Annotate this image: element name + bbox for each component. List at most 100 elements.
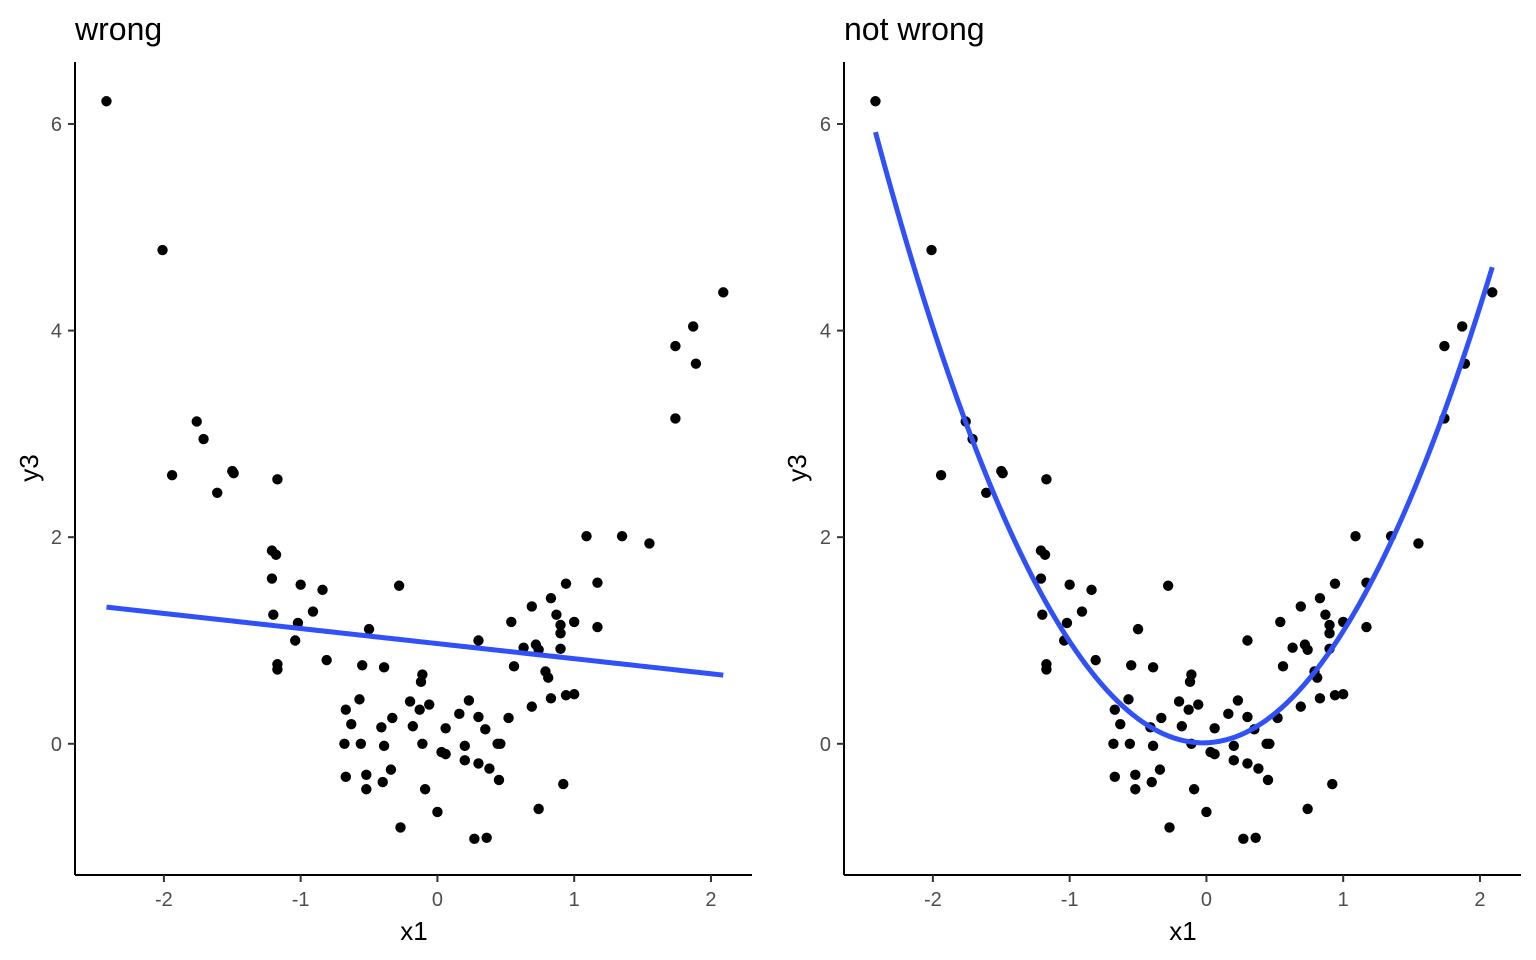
data-point — [1329, 578, 1341, 589]
data-point — [1242, 711, 1253, 723]
data-point — [407, 721, 419, 732]
data-point — [1108, 738, 1119, 750]
data-point — [1413, 538, 1424, 549]
x-axis-title: x1 — [400, 916, 427, 946]
data-point — [1324, 619, 1335, 631]
data-point — [432, 806, 443, 818]
data-point — [355, 738, 367, 750]
data-point — [1130, 784, 1141, 795]
x-tick-label: 2 — [1474, 889, 1485, 911]
data-point — [1228, 755, 1239, 766]
data-point — [1209, 748, 1220, 760]
data-point — [340, 704, 351, 715]
data-point — [644, 538, 655, 549]
data-point — [376, 722, 387, 733]
y-tick-label: 4 — [820, 321, 831, 343]
data-point — [997, 467, 1008, 479]
data-point — [545, 592, 557, 604]
data-point — [1295, 701, 1307, 712]
data-point — [1324, 628, 1335, 639]
data-point — [1186, 669, 1197, 680]
data-point — [1183, 704, 1194, 715]
data-point — [1123, 694, 1134, 705]
panel-not-wrong: not wrong x1 y3 -2 -1 0 1 2 0 2 4 6 — [782, 11, 1521, 946]
data-point — [1232, 695, 1244, 706]
data-point — [1238, 833, 1249, 845]
data-point — [378, 662, 390, 673]
data-point — [484, 763, 495, 774]
data-point — [414, 704, 425, 715]
data-point — [191, 416, 202, 427]
data-point — [560, 578, 572, 589]
data-point — [1130, 769, 1141, 780]
data-point — [503, 712, 514, 724]
data-point — [459, 755, 470, 766]
data-point — [1154, 764, 1166, 775]
data-point — [687, 321, 699, 332]
x-tick-label: 2 — [705, 889, 716, 911]
data-point — [1253, 763, 1264, 774]
data-point — [1275, 616, 1286, 628]
data-point — [1132, 623, 1144, 635]
data-point — [272, 474, 283, 485]
data-point — [1277, 661, 1289, 672]
data-point — [592, 577, 603, 588]
panel-title: not wrong — [844, 11, 985, 47]
data-point — [480, 724, 491, 735]
data-point — [481, 832, 492, 844]
data-point — [690, 358, 702, 369]
data-point — [268, 609, 279, 620]
data-point — [166, 470, 178, 481]
data-point — [1164, 822, 1175, 833]
data-point — [272, 664, 283, 675]
data-point — [616, 530, 628, 542]
data-point — [1039, 549, 1051, 560]
data-point — [212, 487, 223, 498]
data-point — [545, 693, 557, 704]
data-point — [1250, 832, 1261, 844]
data-point — [1037, 609, 1048, 620]
data-point — [101, 96, 112, 107]
data-point — [670, 413, 681, 424]
data-point — [1147, 740, 1159, 752]
data-point — [395, 822, 406, 833]
data-point — [361, 784, 372, 795]
data-point — [1302, 803, 1313, 815]
data-point — [718, 287, 729, 298]
data-point — [266, 573, 278, 584]
data-point — [1329, 690, 1341, 701]
data-point — [506, 616, 517, 628]
data-point — [459, 740, 470, 752]
data-point — [1314, 592, 1326, 604]
data-point — [670, 340, 681, 352]
data-point — [526, 701, 538, 712]
data-point — [981, 487, 992, 498]
data-point — [1327, 778, 1338, 790]
data-point — [926, 244, 937, 256]
y-tick-label: 0 — [51, 734, 62, 756]
data-point — [1124, 738, 1136, 750]
data-point — [1228, 740, 1239, 752]
data-point — [1456, 321, 1468, 332]
data-point — [295, 579, 306, 590]
data-point — [1146, 776, 1157, 788]
data-point — [393, 580, 405, 591]
data-point — [543, 672, 554, 683]
data-point — [1064, 579, 1075, 590]
data-point — [387, 712, 398, 724]
data-point — [363, 623, 375, 635]
y-tick-label: 2 — [820, 527, 831, 549]
data-point — [1302, 644, 1313, 655]
data-point — [495, 738, 506, 750]
y-tick-label: 6 — [51, 114, 62, 136]
data-point — [463, 695, 475, 706]
data-point — [1264, 738, 1275, 750]
data-point — [1242, 758, 1253, 769]
data-point — [551, 609, 562, 620]
data-point — [935, 470, 947, 481]
data-point — [1262, 774, 1274, 786]
data-point — [1109, 771, 1121, 783]
data-point — [1314, 693, 1326, 704]
data-point — [454, 708, 465, 720]
